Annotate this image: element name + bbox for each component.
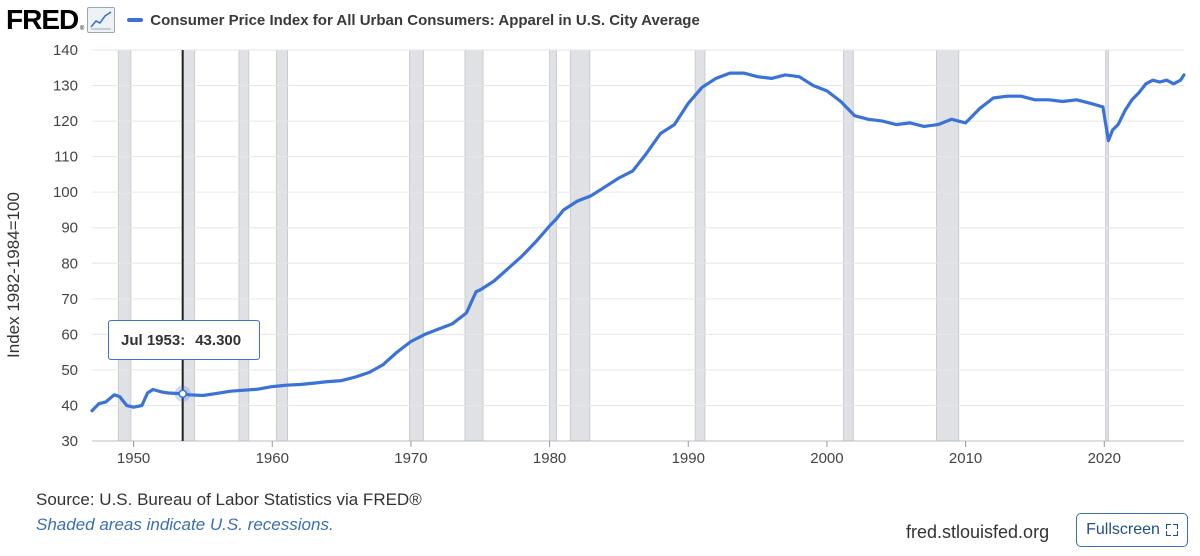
fullscreen-label: Fullscreen [1086, 521, 1160, 538]
y-tick-label-50: 50 [61, 362, 78, 379]
data-tooltip: Jul 1953: 43.300 [108, 320, 260, 360]
legend-swatch [127, 18, 144, 22]
recession-band-5 [464, 49, 484, 442]
tooltip-value: 43.300 [195, 331, 242, 349]
chart-header: FRED ® Consumer Price Index for All Urban… [6, 4, 700, 36]
x-tick-label-2000: 2000 [810, 450, 843, 467]
recession-note: Shaded areas indicate U.S. recessions. [36, 515, 334, 534]
series-line [90, 71, 1186, 413]
x-tick-label-2020: 2020 [1088, 450, 1121, 467]
y-tick-label-90: 90 [61, 220, 78, 237]
site-link[interactable]: fred.stlouisfed.org [906, 522, 1050, 542]
recession-bands [117, 49, 1109, 442]
fullscreen-button[interactable]: Fullscreen [1076, 513, 1188, 547]
logo-registered-mark: ® [79, 26, 85, 32]
recession-band-0 [117, 49, 132, 442]
recession-band-8 [694, 49, 706, 442]
source-text: Source: U.S. Bureau of Labor Statistics … [36, 490, 422, 509]
y-tick-label-30: 30 [61, 433, 78, 450]
fullscreen-icon [1165, 524, 1178, 536]
recession-band-7 [569, 49, 591, 442]
x-tick-label-1950: 1950 [117, 450, 150, 467]
y-tick-label-110: 110 [54, 149, 78, 166]
x-tick-label-2010: 2010 [949, 450, 982, 467]
gridlines [92, 49, 1184, 442]
x-tick-label-1970: 1970 [394, 450, 427, 467]
y-tick-label-40: 40 [61, 397, 78, 414]
y-tick-label-70: 70 [61, 291, 78, 308]
y-tick-label-120: 120 [53, 113, 78, 130]
recession-band-2 [238, 49, 250, 442]
graph-icon[interactable] [87, 7, 116, 33]
y-tick-label-100: 100 [53, 184, 78, 201]
recession-band-3 [275, 49, 289, 442]
x-tick-label-1990: 1990 [672, 450, 705, 467]
y-tick-label-80: 80 [61, 255, 78, 272]
fred-logo[interactable]: FRED ® [6, 4, 84, 35]
recession-band-4 [409, 49, 424, 442]
y-axis-label: Index 1982-1984=100 [4, 192, 23, 358]
x-axis-ticks: 1950 1960 1970 1980 1990 2000 2010 2020 [92, 440, 1184, 467]
series-title: Consumer Price Index for All Urban Consu… [150, 11, 700, 29]
y-tick-label-60: 60 [61, 326, 78, 343]
recession-band-1 [181, 49, 196, 442]
x-tick-label-1980: 1980 [533, 450, 566, 467]
y-tick-label-140: 140 [53, 42, 78, 59]
x-tick-label-1960: 1960 [256, 450, 289, 467]
tooltip-date: Jul 1953: [121, 331, 186, 349]
y-tick-label-130: 130 [53, 78, 78, 95]
hover-point [178, 389, 187, 398]
logo-text: FRED [6, 4, 79, 35]
recession-band-10 [935, 49, 960, 442]
recession-band-11 [1105, 49, 1109, 442]
recession-band-6 [549, 49, 558, 442]
y-axis-ticks: 30 40 50 60 70 80 90 100 110 120 130 140 [53, 42, 78, 450]
